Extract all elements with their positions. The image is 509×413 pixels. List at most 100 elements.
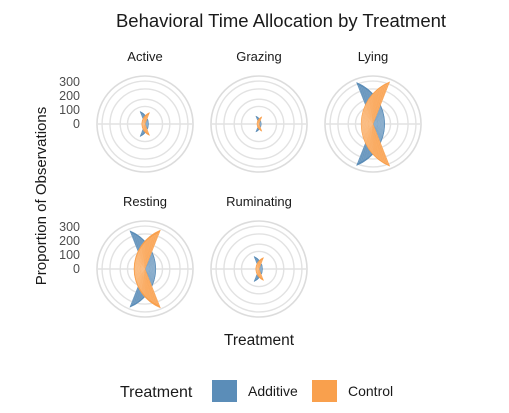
legend-label-additive: Additive <box>248 383 298 399</box>
wedge-control-resting <box>133 229 161 309</box>
wedge-texture <box>364 95 385 153</box>
wedge-texture <box>257 265 261 273</box>
wedge-texture <box>255 259 262 279</box>
wedge-texture <box>366 101 382 147</box>
wedge-texture <box>369 111 378 137</box>
wedge-texture <box>142 259 149 279</box>
wedge-texture <box>362 88 388 160</box>
y-tick-label: 200 <box>59 89 80 103</box>
wedge-texture <box>139 250 153 288</box>
wedge-texture <box>138 247 154 291</box>
wedge-texture <box>144 267 146 271</box>
legend-key-control <box>312 380 337 402</box>
y-tick-label: 100 <box>59 103 80 117</box>
wedge-texture <box>258 122 260 126</box>
wedge-texture <box>143 262 148 276</box>
wedge-texture <box>362 86 388 162</box>
wedge-texture <box>132 237 155 301</box>
wedge-texture <box>368 107 380 141</box>
facet-lying: Lying <box>324 49 422 173</box>
wedge-texture <box>257 264 261 274</box>
wedge-texture <box>254 258 263 280</box>
wedge-texture <box>141 256 150 282</box>
facet-label: Active <box>127 49 162 64</box>
legend-label-control: Control <box>348 383 393 399</box>
legend-key-additive <box>212 380 237 402</box>
y-tick-label: 0 <box>73 262 80 276</box>
wedge-texture <box>370 116 377 132</box>
wedge-texture <box>371 120 375 128</box>
wedge-texture <box>138 244 155 294</box>
wedge-texture <box>143 265 147 273</box>
wedge-texture <box>363 92 386 156</box>
wedge-texture <box>142 261 149 277</box>
wedge-texture <box>363 91 387 157</box>
wedge-texture <box>140 113 149 135</box>
wedge-texture <box>137 241 156 297</box>
wedge-texture <box>359 89 383 159</box>
wedge-texture <box>359 91 383 157</box>
wedge-texture <box>369 113 378 135</box>
wedge-texture <box>366 102 382 146</box>
wedge-texture <box>136 239 157 299</box>
y-tick-label: 0 <box>73 117 80 131</box>
y-tick-label: 200 <box>59 234 80 248</box>
x-axis-label: Treatment <box>224 332 295 349</box>
facet-ruminating: Ruminating <box>210 194 308 318</box>
facet-label: Ruminating <box>226 194 292 209</box>
wedge-control-lying <box>360 81 391 167</box>
wedge-texture <box>257 119 261 129</box>
wedge-texture <box>135 237 158 301</box>
wedge-texture <box>363 89 387 159</box>
y-tick-label: 100 <box>59 248 80 262</box>
wedge-texture <box>133 239 154 299</box>
wedge-texture <box>358 88 384 160</box>
wedge-texture <box>138 246 154 292</box>
facet-label: Resting <box>123 194 167 209</box>
wedge-texture <box>134 233 160 305</box>
wedge-texture <box>131 236 155 302</box>
wedge-texture <box>367 104 381 144</box>
wedge-control-active <box>141 112 151 136</box>
wedge-texture <box>361 85 389 163</box>
wedge-texture <box>358 86 384 162</box>
wedge-texture <box>137 243 156 295</box>
wedge-texture <box>131 234 155 304</box>
facet-grazing: Grazing <box>210 49 308 173</box>
wedge-texture <box>136 240 157 298</box>
wedge-texture <box>365 98 384 150</box>
wedge-texture <box>257 120 261 128</box>
legend: Treatment Additive Control <box>120 380 393 402</box>
wedge-texture <box>368 108 379 140</box>
facet-label: Lying <box>358 49 389 64</box>
wedge-control-ruminating <box>255 257 265 281</box>
wedge-texture <box>144 122 146 126</box>
wedge-texture <box>143 264 147 274</box>
wedge-texture <box>372 122 374 126</box>
wedge-texture <box>364 94 385 154</box>
wedge-texture <box>371 117 376 131</box>
legend-title: Treatment <box>120 384 193 401</box>
wedge-texture <box>366 99 383 149</box>
wedge-texture <box>142 116 149 132</box>
wedge-texture <box>371 119 375 129</box>
wedge-texture <box>143 119 147 129</box>
wedge-texture <box>141 255 151 283</box>
wedge-texture <box>143 120 147 128</box>
wedge-texture <box>357 85 385 163</box>
y-tick-label: 300 <box>59 75 80 89</box>
wedge-texture <box>140 252 152 286</box>
wedge-texture <box>370 114 377 134</box>
wedge-texture <box>369 110 379 138</box>
facet-label: Grazing <box>236 49 282 64</box>
wedge-texture <box>256 117 261 131</box>
wedge-texture <box>143 117 148 131</box>
y-tick-label: 300 <box>59 220 80 234</box>
wedge-texture <box>258 267 260 271</box>
wedge-texture <box>142 114 149 134</box>
wedge-texture <box>140 253 151 285</box>
